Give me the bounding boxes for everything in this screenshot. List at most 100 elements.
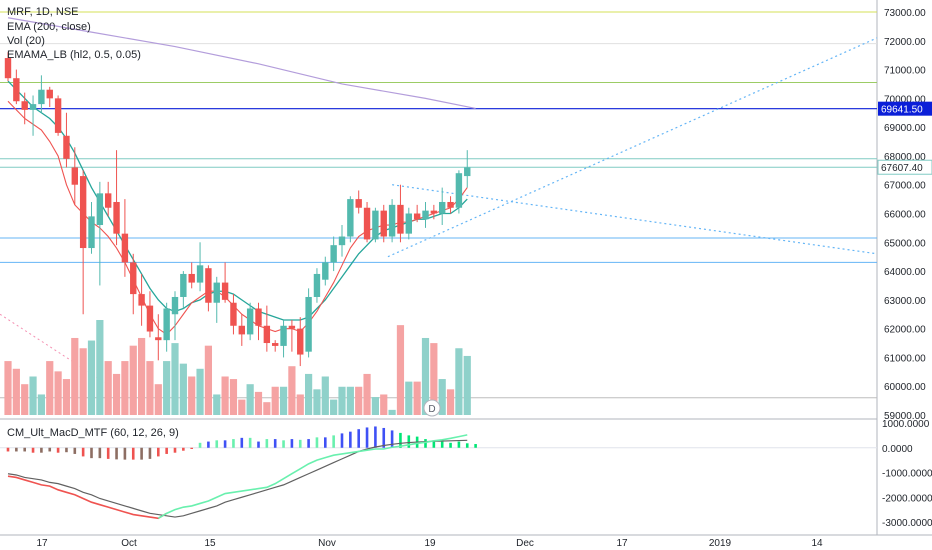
macd-histogram-bar (98, 447, 102, 459)
candle-body (305, 296, 312, 352)
macd-histogram-bar (315, 437, 319, 448)
volume-bar (37, 394, 45, 415)
volume-bar (346, 386, 354, 415)
candle-body (280, 325, 287, 346)
macd-histogram-bar (332, 435, 335, 448)
legend-emama[interactable]: EMAMA_LB (hl2, 0.5, 0.05) (7, 49, 141, 61)
macd-tick-label: -3000.0000 (882, 518, 932, 529)
volume-bar (21, 384, 29, 415)
price-tick-label: 67000.00 (884, 181, 926, 192)
candle (221, 262, 229, 303)
volume-bar (4, 361, 12, 415)
emama-slow-line (7, 80, 468, 321)
macd-histogram-bar (265, 439, 269, 448)
candle (4, 52, 12, 82)
candle-body (113, 201, 120, 234)
volume-bar (430, 343, 438, 415)
price-tick-label: 68000.00 (884, 152, 926, 163)
volume-bar (154, 384, 162, 415)
price-tag-last (877, 159, 932, 175)
candle-body (171, 296, 179, 315)
candle (180, 271, 187, 309)
time-tick-label: 14 (811, 538, 823, 549)
legend-vol[interactable]: Vol (20) (7, 35, 45, 47)
candle (121, 199, 129, 277)
candle (105, 181, 112, 217)
candle-body (363, 207, 371, 240)
candle-body (155, 337, 162, 341)
candle-body (413, 213, 421, 220)
volume-bar (396, 325, 405, 415)
candle (246, 302, 254, 341)
candle-body (430, 210, 438, 214)
macd-histogram-bar (465, 443, 469, 448)
macd-histogram-bar (474, 444, 477, 448)
trendline-down (392, 184, 878, 255)
macd-histogram-bar (165, 447, 168, 454)
candle-body (146, 305, 154, 332)
macd-histogram-bar (198, 442, 202, 448)
macd-line-rising (157, 434, 468, 519)
legend-macd[interactable]: CM_Ult_MacD_MTF (60, 12, 26, 9) (7, 427, 179, 439)
volume-bar (129, 345, 137, 415)
candle (322, 256, 329, 286)
candle (230, 294, 237, 335)
candle (338, 225, 346, 257)
candle-body (288, 325, 296, 329)
candle (54, 95, 62, 136)
candle (113, 150, 120, 246)
legend-title[interactable]: MRF, 1D, NSE (7, 6, 79, 18)
volume-bar (438, 379, 446, 415)
candle-body (447, 201, 454, 208)
macd-tick-label: -1000.0000 (882, 469, 932, 480)
candle-body (79, 176, 87, 249)
candle-body (422, 210, 429, 220)
candle (213, 276, 220, 323)
candle (380, 204, 387, 243)
volume-bar (213, 394, 221, 415)
candle (171, 291, 179, 341)
macd-histogram-bar (440, 441, 444, 448)
time-tick-label: Dec (516, 538, 534, 549)
legend-ema[interactable]: EMA (200, close) (7, 21, 91, 33)
candle-body (263, 325, 271, 344)
time-tick-label: 19 (424, 538, 436, 549)
candle-body (29, 104, 37, 110)
price-tick-label: 66000.00 (884, 210, 926, 221)
candle-body (88, 216, 95, 249)
candle-body (380, 210, 387, 237)
candle-body (347, 199, 354, 237)
macd-histogram-bar (424, 439, 427, 448)
macd-histogram-bar (432, 440, 436, 448)
volume-bar (46, 361, 54, 415)
macd-histogram-bar (56, 447, 60, 453)
volume-bar (388, 409, 396, 415)
volume-bar (321, 376, 329, 415)
candle-body (330, 245, 337, 263)
macd-histogram-bar (190, 447, 193, 449)
macd-histogram-bar (81, 447, 85, 457)
macd-histogram-bar (148, 447, 152, 459)
volume-bar (121, 361, 129, 415)
macd-histogram-bar (173, 447, 177, 453)
candle-body (54, 98, 62, 133)
candle (71, 147, 78, 205)
volume-bar (71, 337, 79, 415)
macd-histogram-bar (407, 435, 411, 448)
candle (372, 207, 379, 243)
macd-histogram-bar (390, 430, 394, 448)
candle (21, 92, 28, 125)
candle (280, 320, 287, 358)
candle (447, 196, 454, 214)
earnings-marker (423, 399, 441, 417)
price-tick-label: 69000.00 (884, 123, 926, 134)
candle (405, 207, 412, 240)
candle-body (38, 89, 45, 105)
time-tick-label: Nov (318, 538, 336, 549)
macd-histogram-bar (23, 447, 26, 452)
time-tick-label: 17 (616, 538, 628, 549)
candle-body (455, 173, 463, 208)
macd-histogram-bar (6, 447, 10, 452)
volume-bar (62, 379, 71, 415)
